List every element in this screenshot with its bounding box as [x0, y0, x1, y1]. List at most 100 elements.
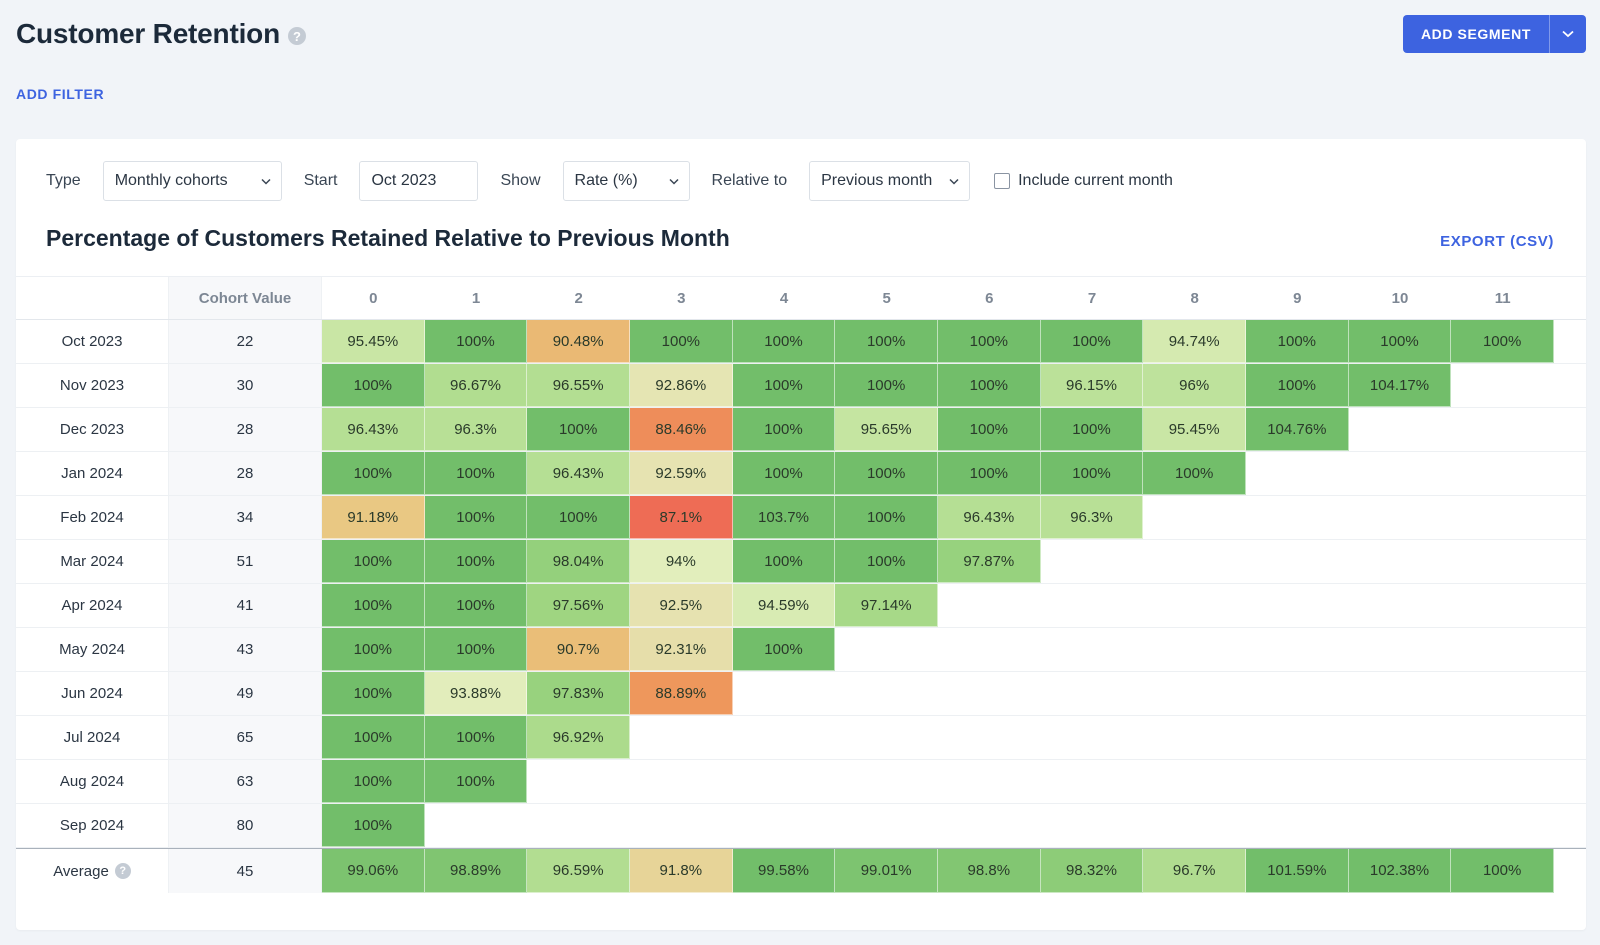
- cohort-row: Nov 2023 30 100% 96.67% 96.55% 92.86% 100% 100%…: [16, 364, 1586, 408]
- page-header: Customer Retention ? ADD SEGMENT: [16, 14, 1586, 54]
- average-label: Average: [53, 862, 109, 880]
- type-label: Type: [46, 172, 81, 189]
- retention-cell: 104.17%: [1348, 364, 1452, 407]
- retention-cell: 100%: [424, 760, 528, 803]
- retention-cell: 97.83%: [527, 672, 630, 715]
- cohort-value-header: Cohort Value: [169, 277, 322, 319]
- retention-cell: 96.43%: [938, 496, 1041, 539]
- retention-cell: 100%: [835, 364, 938, 407]
- retention-cell: 97.14%: [835, 584, 938, 627]
- heatmap-header-row: Cohort Value 0 1 2 3 4 5 6 7 8 9 10 11: [16, 276, 1586, 320]
- report-title: Percentage of Customers Retained Relativ…: [46, 225, 730, 251]
- cohort-label: Nov 2023: [16, 364, 169, 407]
- cohort-row: Feb 2024 34 91.18% 100% 100% 87.1% 103.7% 100% 9…: [16, 496, 1586, 540]
- period-header-0: 0: [369, 289, 378, 307]
- retention-cell: 100%: [1348, 320, 1452, 363]
- retention-cell: 96.92%: [527, 716, 630, 759]
- retention-cell: 100%: [1451, 320, 1554, 363]
- retention-cell: 94.59%: [732, 584, 836, 627]
- type-select[interactable]: Monthly cohorts: [102, 161, 282, 201]
- retention-cell: 100%: [424, 452, 528, 495]
- average-cell: 96.59%: [527, 849, 630, 893]
- cohort-value: 22: [169, 320, 322, 363]
- average-cell: 96.7%: [1143, 849, 1246, 893]
- retention-cell: 96%: [1143, 364, 1246, 407]
- cohort-row: Apr 2024 41 100% 100% 97.56% 92.5% 94.59% 97.14…: [16, 584, 1586, 628]
- retention-cell: 100%: [630, 320, 733, 363]
- period-header-7: 7: [1087, 289, 1097, 307]
- average-cell: 99.01%: [835, 849, 938, 893]
- retention-cell: 100%: [424, 496, 528, 539]
- retention-cell: 100%: [732, 452, 836, 495]
- retention-cell: 96.55%: [527, 364, 630, 407]
- period-header-6: 6: [985, 289, 994, 307]
- cohort-value: 43: [169, 628, 322, 671]
- add-segment-split-button: ADD SEGMENT: [1402, 15, 1586, 53]
- relative-select[interactable]: Previous month: [809, 161, 971, 201]
- add-segment-button[interactable]: ADD SEGMENT: [1420, 26, 1531, 42]
- average-cell: 102.38%: [1348, 849, 1452, 893]
- retention-cell: 100%: [424, 320, 528, 363]
- retention-cell: 100%: [1040, 452, 1144, 495]
- cohort-row: May 2024 43 100% 100% 90.7% 92.31% 100%: [16, 628, 1586, 672]
- retention-cell: 91.18%: [322, 496, 425, 539]
- retention-cell: 100%: [1040, 408, 1144, 451]
- retention-cell: 92.59%: [630, 452, 733, 495]
- average-cohort-value: 45: [169, 849, 322, 893]
- retention-cell: 100%: [424, 540, 528, 583]
- retention-cell: 87.1%: [630, 496, 733, 539]
- average-label-cell: Average?: [16, 849, 169, 893]
- include-current-month-checkbox[interactable]: [994, 173, 1011, 189]
- show-select[interactable]: Rate (%): [562, 161, 690, 201]
- retention-cell: 103.7%: [732, 496, 836, 539]
- start-input[interactable]: Oct 2023: [359, 161, 479, 201]
- retention-cell: 100%: [938, 320, 1041, 363]
- retention-cell: 96.3%: [424, 408, 528, 451]
- export-csv-link[interactable]: EXPORT (CSV): [1440, 233, 1554, 250]
- retention-cell: 100%: [938, 408, 1041, 451]
- add-filter-link[interactable]: ADD FILTER: [16, 86, 105, 102]
- average-row: Average? 45 99.06% 98.89% 96.59% 91.8% 99.58% 9…: [16, 848, 1586, 893]
- retention-cell: 100%: [424, 716, 528, 759]
- average-cell: 101.59%: [1246, 849, 1349, 893]
- header-corner-cell: [16, 277, 169, 319]
- relative-label: Relative to: [711, 172, 788, 189]
- cohort-value: 80: [169, 804, 322, 847]
- cohort-row: Aug 2024 63 100% 100%: [16, 760, 1586, 804]
- period-header-2: 2: [574, 289, 583, 307]
- period-header-9: 9: [1293, 289, 1302, 307]
- help-icon[interactable]: ?: [287, 27, 306, 45]
- cohort-value: 28: [169, 408, 322, 451]
- page-title: Customer Retention: [16, 18, 280, 49]
- retention-cell: 96.43%: [322, 408, 425, 451]
- retention-cell: 100%: [1246, 320, 1349, 363]
- cohort-label: Apr 2024: [16, 584, 169, 627]
- retention-cell: 100%: [732, 628, 836, 671]
- retention-cell: 100%: [424, 628, 528, 671]
- average-cell: 99.06%: [322, 849, 425, 893]
- cohort-row: Jul 2024 65 100% 100% 96.92%: [16, 716, 1586, 760]
- cohort-row: Mar 2024 51 100% 100% 98.04% 94% 100% 100% 97.87…: [16, 540, 1586, 584]
- retention-cell: 100%: [322, 452, 425, 495]
- cohort-row: Jun 2024 49 100% 93.88% 97.83% 88.89%: [16, 672, 1586, 716]
- cohort-label: Feb 2024: [16, 496, 169, 539]
- retention-cell: 100%: [424, 584, 528, 627]
- help-icon[interactable]: ?: [114, 863, 131, 879]
- cohort-value: 63: [169, 760, 322, 803]
- retention-cell: 100%: [1040, 320, 1144, 363]
- retention-cell: 100%: [835, 452, 938, 495]
- average-cell: 100%: [1451, 849, 1554, 893]
- period-header-1: 1: [471, 289, 481, 307]
- add-segment-dropdown-toggle[interactable]: [1549, 15, 1586, 53]
- retention-cell: 96.67%: [424, 364, 528, 407]
- retention-cell: 96.3%: [1040, 496, 1144, 539]
- cohort-label: Dec 2023: [16, 408, 169, 451]
- chevron-down-icon: [949, 178, 959, 185]
- retention-cell: 100%: [527, 408, 630, 451]
- include-current-month-toggle[interactable]: Include current month: [994, 172, 1173, 190]
- retention-cell: 100%: [322, 760, 425, 803]
- period-header-11: 11: [1494, 289, 1511, 307]
- retention-cell: 100%: [732, 320, 836, 363]
- retention-cell: 100%: [322, 540, 425, 583]
- retention-card: Type Monthly cohorts Start Oct 2023 Show…: [16, 139, 1586, 930]
